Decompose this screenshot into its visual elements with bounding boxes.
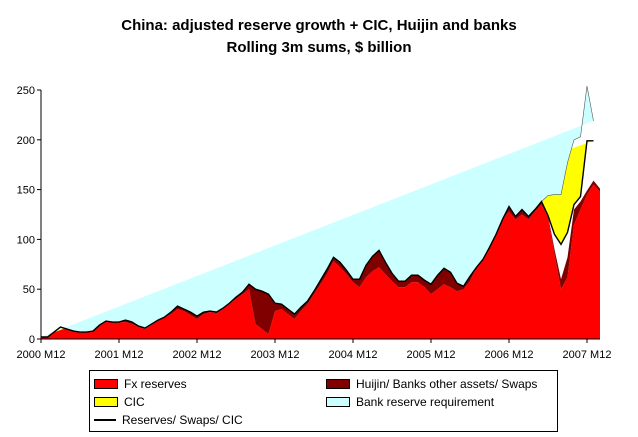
legend-item-total-line: Reserves/ Swaps/ CIC <box>94 413 243 427</box>
legend-item-cic: CIC <box>94 395 145 409</box>
y-tick-label: 0 <box>29 334 35 346</box>
legend-item-huijin: Huijin/ Banks other assets/ Swaps <box>326 377 537 391</box>
y-tick-label: 150 <box>17 185 35 197</box>
chart-subtitle: Rolling 3m sums, $ billion <box>226 39 412 56</box>
x-tick-label: 2006 M12 <box>485 349 534 361</box>
x-tick-label: 2004 M12 <box>329 349 378 361</box>
y-tick-label: 50 <box>23 284 35 296</box>
legend-label-bank-reserve: Bank reserve requirement <box>356 395 495 409</box>
area-layer <box>41 85 600 339</box>
line-layer <box>41 140 594 338</box>
legend: Fx reserves Huijin/ Banks other assets/ … <box>89 370 558 432</box>
legend-label-huijin: Huijin/ Banks other assets/ Swaps <box>356 377 538 391</box>
area-fx-reserves <box>41 184 600 339</box>
x-tick-label: 2005 M12 <box>407 349 456 361</box>
x-tick-label: 2001 M12 <box>95 349 144 361</box>
legend-swatch-cic <box>94 396 118 407</box>
axes-layer: 0 50 100 150 200 250 2000 M12 2001 M12 2002 M12 2… <box>17 85 612 361</box>
y-tick-label: 100 <box>17 234 35 246</box>
legend-swatch-total-line <box>94 418 116 421</box>
y-tick-label: 250 <box>17 85 35 97</box>
legend-label-fx-reserves: Fx reserves <box>124 377 187 391</box>
x-tick-label: 2000 M12 <box>17 349 66 361</box>
y-tick-label: 200 <box>17 135 35 147</box>
legend-item-fx-reserves: Fx reserves <box>94 377 187 391</box>
chart-title: China: adjusted reserve growth + CIC, Hu… <box>121 17 517 34</box>
legend-label-cic: CIC <box>124 395 145 409</box>
legend-item-bank-reserve: Bank reserve requirement <box>326 395 494 409</box>
legend-swatch-huijin <box>326 378 350 389</box>
x-tick-label: 2003 M12 <box>251 349 300 361</box>
legend-label-total-line: Reserves/ Swaps/ CIC <box>122 413 243 427</box>
x-tick-label: 2007 M12 <box>563 349 612 361</box>
legend-swatch-fx-reserves <box>94 378 118 389</box>
x-tick-label: 2002 M12 <box>173 349 222 361</box>
legend-swatch-bank-reserve <box>326 396 350 407</box>
line-total-reserves-swaps-cic <box>41 140 594 338</box>
